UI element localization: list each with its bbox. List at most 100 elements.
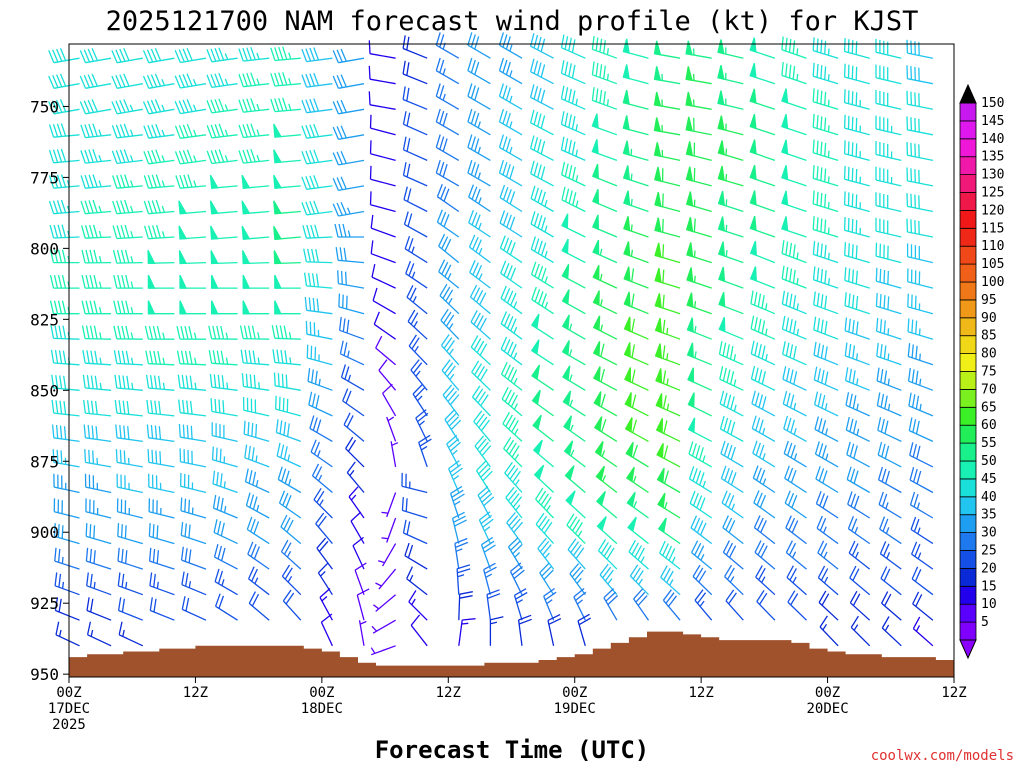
wind-barb (623, 241, 649, 264)
wind-barb (373, 594, 397, 612)
wind-barb (561, 314, 586, 340)
wind-barb (843, 191, 870, 213)
wind-barb (594, 441, 618, 468)
wind-barb (238, 46, 270, 62)
wind-barb (783, 415, 807, 442)
wind-barb (378, 543, 397, 567)
wind-barb (176, 350, 207, 366)
wind-barb (844, 267, 870, 289)
wind-barb (358, 620, 367, 646)
wind-barb (593, 366, 618, 391)
wind-barb (688, 441, 713, 468)
wind-barb (53, 473, 80, 494)
wind-barb (241, 373, 270, 391)
wind-barb (750, 290, 776, 315)
wind-barb (146, 399, 175, 417)
wind-barb (875, 192, 902, 213)
wind-barb (623, 316, 649, 340)
colorbar-swatch (959, 174, 977, 193)
wind-barb (307, 368, 333, 391)
wind-barb (813, 341, 839, 366)
wind-barb (813, 316, 839, 340)
wind-barb (55, 621, 80, 647)
wind-barb (343, 412, 365, 442)
wind-barb (499, 184, 523, 213)
wind-barb (241, 200, 270, 215)
wind-barb (436, 209, 460, 238)
wind-barb (817, 565, 839, 596)
x-tick-label: 12Z (436, 685, 461, 701)
colorbar-swatch (959, 245, 977, 265)
wind-barb (694, 589, 713, 621)
colorbar-label: 60 (981, 418, 997, 433)
colorbar-label: 140 (981, 132, 1004, 147)
wind-barb (273, 123, 301, 138)
wind-barb (402, 60, 428, 85)
wind-barb (280, 539, 302, 570)
wind-barb (622, 165, 649, 187)
wind-barb (213, 519, 238, 545)
wind-barb (81, 300, 112, 315)
colorbar-label: 135 (981, 150, 1004, 165)
wind-barb (591, 61, 618, 85)
wind-barb (814, 416, 839, 442)
wind-barb (718, 341, 744, 366)
wind-barb (749, 266, 776, 289)
wind-barb (143, 174, 175, 189)
wind-barb (909, 442, 934, 468)
colorbar-label: 125 (981, 186, 1004, 201)
wind-barb (206, 72, 238, 89)
wind-barb (467, 108, 491, 136)
colorbar-swatch (959, 102, 977, 122)
wind-barb (332, 125, 365, 140)
wind-barb (624, 392, 649, 417)
wind-barb (238, 98, 270, 113)
wind-barb (690, 515, 713, 545)
wind-barb (846, 441, 871, 468)
wind-barb (338, 293, 365, 315)
wind-barb (247, 541, 270, 570)
wind-barb (48, 148, 80, 164)
wind-barb (332, 48, 365, 64)
wind-barb (755, 565, 776, 596)
wind-barb (80, 174, 112, 189)
wind-barb (753, 515, 776, 545)
wind-barb (685, 40, 712, 59)
wind-barb (507, 537, 523, 570)
wind-barb (505, 486, 523, 519)
wind-barb (402, 111, 428, 136)
wind-barb (625, 466, 649, 494)
wind-barb (751, 390, 776, 417)
wind-barb (404, 235, 428, 264)
colorbar-label: 95 (981, 293, 997, 308)
wind-barb (623, 342, 649, 366)
wind-barb (112, 174, 143, 189)
wind-barb (812, 88, 839, 110)
wind-barb (623, 291, 649, 315)
wind-barb (209, 174, 238, 189)
wind-barb (626, 491, 649, 519)
wind-barb (302, 224, 333, 239)
wind-barb (147, 250, 175, 264)
colorbar-swatch (959, 263, 977, 283)
wind-barb (175, 174, 207, 189)
wind-barb (877, 441, 902, 468)
wind-barb (406, 285, 428, 315)
wind-barb (113, 325, 143, 340)
wind-barb (435, 83, 460, 110)
wind-barb (178, 200, 207, 215)
wind-barb (906, 65, 934, 85)
colorbar-swatch (959, 192, 977, 211)
wind-barb (592, 265, 618, 289)
wind-barb (246, 516, 270, 545)
colorbar-label: 45 (981, 472, 997, 487)
wind-barb (749, 190, 776, 213)
wind-barb (210, 398, 238, 417)
y-tick-label: 950 (30, 665, 59, 684)
colorbar-label: 30 (981, 526, 997, 541)
wind-barb (480, 536, 496, 570)
wind-barb (49, 224, 80, 239)
wind-barb (375, 335, 397, 366)
wind-barb (843, 216, 870, 238)
wind-barb (142, 73, 175, 89)
